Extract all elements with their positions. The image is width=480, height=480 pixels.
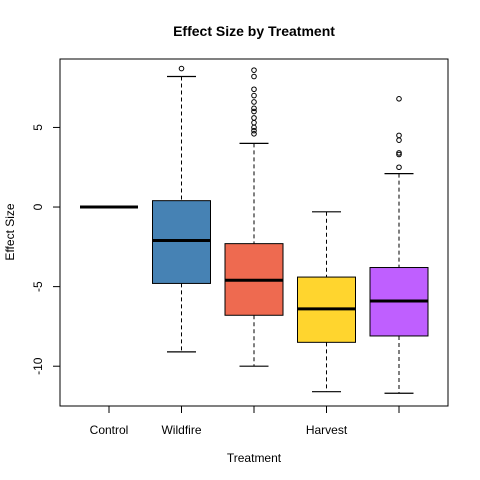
outlier-point xyxy=(396,150,402,156)
x-tick-label: Wildfire xyxy=(161,423,201,437)
box-1 xyxy=(152,65,211,353)
y-tick-label: -5 xyxy=(31,281,45,292)
outlier-point xyxy=(396,95,402,102)
outlier-point xyxy=(251,127,257,134)
y-tick-label: 5 xyxy=(31,124,45,131)
outlier-point xyxy=(251,86,257,93)
outlier-point xyxy=(251,73,257,80)
x-tick-label: Control xyxy=(90,423,129,437)
outlier-point xyxy=(251,108,257,115)
outlier-point xyxy=(251,119,257,126)
outlier-point xyxy=(251,67,257,73)
x-axis-label: Treatment xyxy=(227,451,282,465)
outlier-point xyxy=(251,115,257,121)
box-4 xyxy=(369,95,429,394)
boxes-group xyxy=(80,65,429,394)
y-axis-label: Effect Size xyxy=(3,203,17,260)
outlier-point xyxy=(178,65,185,72)
chart-title: Effect Size by Treatment xyxy=(173,23,335,39)
outlier-point xyxy=(396,132,402,139)
box-3 xyxy=(297,211,356,393)
box-body xyxy=(152,200,211,284)
outlier-point xyxy=(251,99,257,105)
box-2 xyxy=(224,67,284,367)
y-tick-label: -10 xyxy=(31,357,45,375)
outlier-point xyxy=(251,131,257,137)
outlier-point xyxy=(251,92,257,99)
outlier-point xyxy=(396,137,402,143)
outlier-point xyxy=(251,124,257,131)
y-axis: -10 -5 0 5 xyxy=(31,124,60,375)
x-tick-label: Harvest xyxy=(306,423,348,437)
outlier-point xyxy=(251,105,257,112)
y-tick-label: 0 xyxy=(31,203,45,210)
x-axis: Control Wildfire Harvest xyxy=(90,406,400,437)
outlier-point xyxy=(396,164,402,171)
